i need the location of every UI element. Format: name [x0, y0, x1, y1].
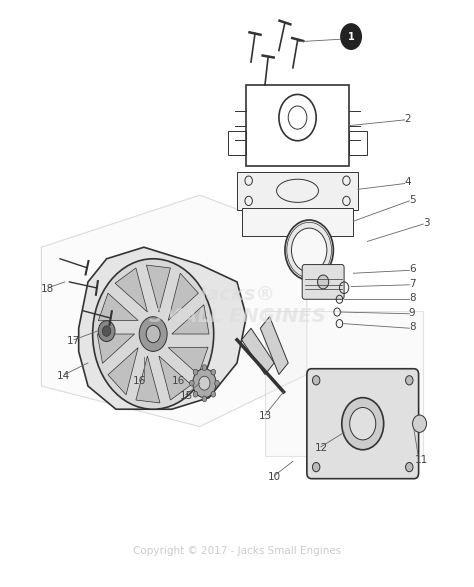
Circle shape — [193, 369, 216, 397]
Text: 3: 3 — [423, 218, 429, 228]
Text: 4: 4 — [404, 177, 411, 187]
Polygon shape — [146, 265, 171, 312]
Circle shape — [92, 259, 214, 409]
Circle shape — [146, 325, 160, 343]
Circle shape — [350, 407, 376, 440]
Polygon shape — [172, 305, 209, 334]
Text: 8: 8 — [409, 293, 415, 303]
Polygon shape — [159, 356, 191, 400]
Polygon shape — [168, 274, 199, 321]
Polygon shape — [79, 247, 246, 409]
Text: 14: 14 — [57, 370, 71, 381]
Polygon shape — [242, 328, 274, 375]
Text: 9: 9 — [409, 308, 415, 318]
Circle shape — [199, 376, 210, 390]
Text: Jacks®
SMALL ENGINES: Jacks® SMALL ENGINES — [149, 285, 325, 326]
Polygon shape — [108, 348, 138, 394]
Text: 8: 8 — [409, 322, 415, 332]
Text: 2: 2 — [404, 114, 411, 124]
Circle shape — [202, 365, 207, 370]
Text: 13: 13 — [259, 411, 273, 421]
Text: 15: 15 — [180, 391, 193, 401]
Polygon shape — [115, 268, 147, 312]
Polygon shape — [41, 195, 307, 427]
Circle shape — [139, 316, 167, 352]
Polygon shape — [260, 316, 288, 375]
Circle shape — [312, 463, 320, 472]
Circle shape — [292, 228, 327, 272]
Text: 7: 7 — [409, 279, 415, 289]
Polygon shape — [98, 293, 138, 321]
Circle shape — [406, 463, 413, 472]
Bar — [242, 208, 354, 235]
Circle shape — [202, 396, 207, 402]
Circle shape — [285, 220, 333, 280]
Circle shape — [318, 275, 329, 289]
Bar — [349, 131, 367, 154]
Text: Copyright © 2017 - Jacks Small Engines: Copyright © 2017 - Jacks Small Engines — [133, 546, 341, 556]
Polygon shape — [97, 334, 135, 363]
FancyBboxPatch shape — [307, 369, 419, 478]
Circle shape — [406, 376, 413, 385]
Text: 18: 18 — [40, 284, 54, 294]
Circle shape — [190, 380, 194, 386]
Polygon shape — [168, 348, 208, 375]
Text: 16: 16 — [172, 376, 185, 386]
Text: 17: 17 — [66, 336, 80, 346]
Circle shape — [341, 24, 361, 49]
FancyBboxPatch shape — [302, 265, 344, 299]
Circle shape — [342, 397, 383, 450]
Bar — [246, 85, 349, 166]
Text: 16: 16 — [133, 376, 146, 386]
Bar — [237, 172, 358, 210]
Circle shape — [98, 321, 115, 342]
Text: 5: 5 — [409, 195, 415, 205]
Text: 1: 1 — [348, 32, 355, 42]
Circle shape — [102, 326, 111, 336]
Circle shape — [211, 392, 216, 397]
Circle shape — [312, 376, 320, 385]
Text: 11: 11 — [414, 454, 428, 464]
Polygon shape — [136, 356, 160, 403]
Circle shape — [193, 392, 198, 397]
Text: 10: 10 — [268, 472, 281, 482]
Circle shape — [412, 415, 427, 433]
Circle shape — [211, 369, 216, 375]
Text: 12: 12 — [315, 443, 328, 453]
Text: 6: 6 — [409, 264, 415, 274]
Polygon shape — [265, 311, 423, 456]
Circle shape — [215, 380, 219, 386]
Bar — [228, 131, 246, 154]
Circle shape — [193, 369, 198, 375]
